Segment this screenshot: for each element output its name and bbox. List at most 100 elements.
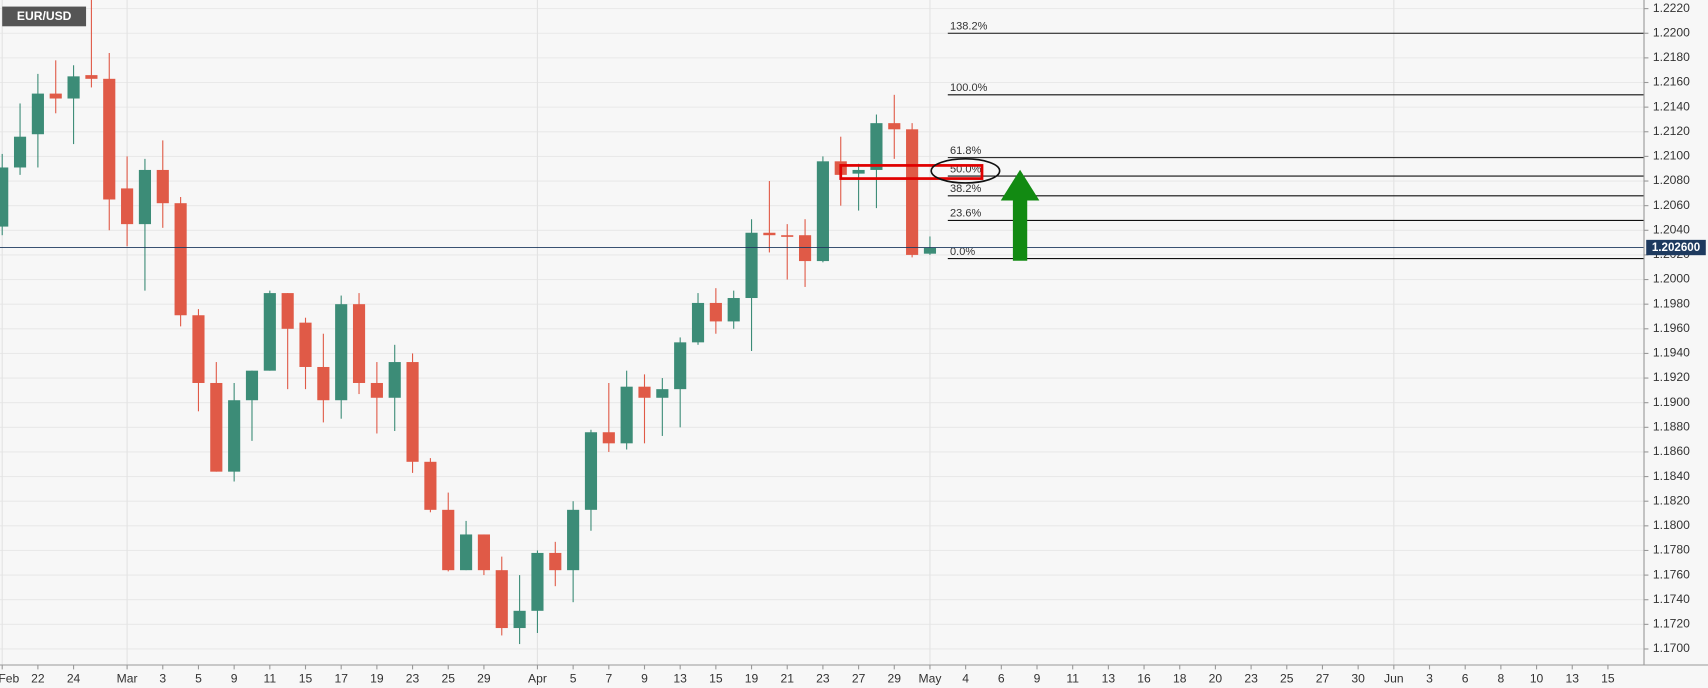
candle-body [31,93,44,135]
y-tick-label: 1.2000 [1653,272,1690,286]
x-tick-label: 17 [334,671,348,685]
y-tick-label: 1.2080 [1653,173,1690,187]
y-tick-label: 1.1780 [1653,543,1690,557]
y-tick-label: 1.2200 [1653,25,1690,39]
overlay: 138.2% 100.0% 61.8% 50.0% 38.2% 23.6% 0.0% [0,21,1645,260]
highlight-ellipse [930,158,1001,184]
x-tick-label: 4 [962,671,969,685]
fib-label: 100.0% [950,82,988,94]
x-tick-label: 21 [780,671,794,685]
x-tick-label: 20 [1209,671,1223,685]
candle-body [602,432,615,444]
fib-label: 38.2% [950,183,981,195]
x-tick-label: 9 [231,671,238,685]
y-tick-label: 1.1740 [1653,592,1690,606]
y-tick-label: 1.1900 [1653,395,1690,409]
y-tick-label: 1.2140 [1653,99,1690,113]
x-tick-label: 5 [195,671,202,685]
candle-body [620,386,633,444]
y-tick-label: 1.2040 [1653,223,1690,237]
candle-body [763,232,776,236]
candle-body [638,386,651,398]
x-tick-label: 13 [1102,671,1116,685]
candle-body [13,136,27,168]
candle-body [442,509,455,571]
ticker-box [2,6,87,27]
candle-body [388,362,401,398]
candle-body [870,123,883,170]
fib-label: 138.2% [950,21,988,33]
x-tick-label: 29 [477,671,491,685]
y-tick-label: 1.1720 [1653,617,1690,631]
candle-body [816,161,829,262]
highlight-box [839,164,984,180]
x-tick-label: 19 [370,671,384,685]
fib-label: 61.8% [950,145,981,157]
candle-body [281,293,294,329]
y-tick-label: 1.1880 [1653,420,1690,434]
candle-body [477,534,490,571]
y-tick-label: 1.1860 [1653,444,1690,458]
fib-label: 50.0% [950,163,981,175]
x-tick-label: 10 [1530,671,1544,685]
x-tick-label: 3 [1426,671,1433,685]
x-tick-label: May [919,671,943,685]
current-price-box [1646,239,1706,256]
candle-body [531,552,544,611]
candle-body [335,304,348,401]
x-tick-label: 19 [745,671,759,685]
x-tick-label: 3 [159,671,166,685]
y-tick-label: 1.2180 [1653,50,1690,64]
x-tick-label: 25 [1280,671,1294,685]
x-tick-label: 5 [570,671,577,685]
candle-body [228,400,241,472]
candle-body [567,509,580,571]
candle-body [67,76,80,99]
candle-body [263,293,276,371]
x-tick-label: 6 [998,671,1005,685]
x-tick-label: 8 [1498,671,1505,685]
x-tick-label: 27 [1316,671,1330,685]
candle-body [513,610,526,629]
candle-body [85,75,98,79]
candle-body [709,302,722,322]
candle-body [888,123,901,130]
y-tick-label: 1.1700 [1653,641,1690,655]
fib-label: 0.0% [950,246,975,258]
candle-body [852,169,865,174]
x-tick-label: 24 [67,671,81,685]
x-tick-label: 9 [1034,671,1041,685]
y-tick-label: 1.1960 [1653,321,1690,335]
x-tick-label: 23 [406,671,420,685]
y-tick-label: 1.1980 [1653,296,1690,310]
x-tick-label: 13 [673,671,687,685]
candle-body [138,169,152,225]
candle-body [49,93,62,99]
x-tick-label: Jun [1384,671,1404,685]
candle-body [210,382,223,472]
y-tick-label: 1.2160 [1653,75,1690,89]
candle-body [352,304,366,383]
candle-body [174,203,187,316]
x-tick-label: 11 [1066,671,1079,685]
x-tick-label: 22 [31,671,45,685]
x-tick-label: 30 [1351,671,1365,685]
x-tick-label: 15 [709,671,723,685]
candle-body [406,362,419,462]
y-tick-label: 1.1760 [1653,567,1690,581]
candle-body [781,235,794,237]
x-tick-label: 15 [299,671,313,685]
candle-body [745,232,758,299]
y-tick-label: 1.2120 [1653,124,1690,138]
ticker-title: EUR/USD [17,9,72,23]
candle-body [798,235,812,262]
arrow-shaft [1012,197,1028,261]
candle-body [370,382,383,398]
x-tick-label: 18 [1173,671,1187,685]
candle-body [0,167,9,227]
y-tick-label: 1.1840 [1653,469,1690,483]
x-tick-label: 9 [641,671,648,685]
